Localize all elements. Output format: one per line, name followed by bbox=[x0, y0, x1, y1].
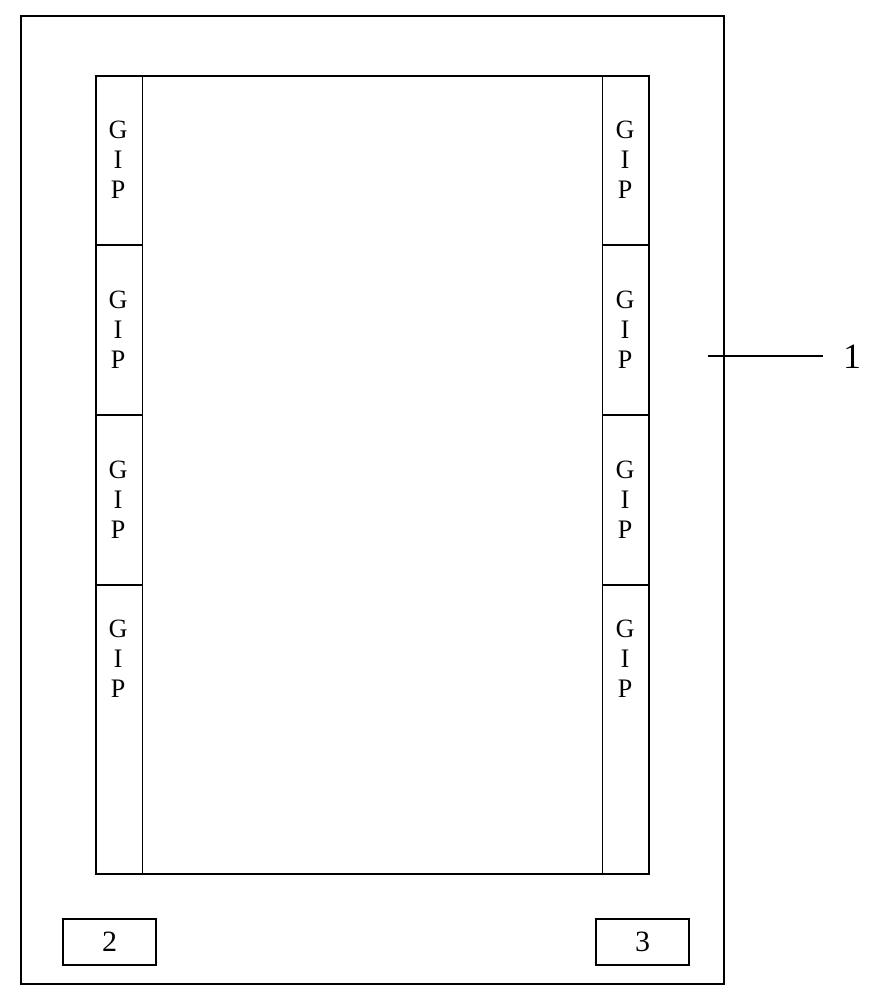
gip-char: P bbox=[618, 175, 634, 205]
gip-cell: G I P bbox=[95, 585, 143, 875]
bottom-box-right: 3 bbox=[595, 918, 690, 966]
gip-char: P bbox=[111, 345, 127, 375]
gip-char: P bbox=[618, 674, 634, 704]
gip-char: G bbox=[109, 614, 130, 644]
gip-char: P bbox=[111, 175, 127, 205]
gip-char: G bbox=[616, 614, 637, 644]
gip-cell: G I P bbox=[95, 245, 143, 415]
gip-char: G bbox=[109, 455, 130, 485]
bottom-box-left: 2 bbox=[62, 918, 157, 966]
gip-char: G bbox=[616, 285, 637, 315]
gip-char: I bbox=[114, 485, 125, 515]
gip-char: P bbox=[111, 515, 127, 545]
gip-cell: G I P bbox=[602, 585, 650, 875]
gip-char: G bbox=[109, 115, 130, 145]
gip-char: G bbox=[616, 115, 637, 145]
gip-char: I bbox=[621, 485, 632, 515]
gip-column-left: G I P G I P G I P G I P bbox=[95, 75, 143, 875]
callout-leader-line bbox=[708, 355, 823, 357]
bottom-box-label: 3 bbox=[635, 925, 650, 959]
gip-char: I bbox=[114, 644, 125, 674]
gip-char: I bbox=[621, 315, 632, 345]
gip-char: P bbox=[111, 674, 127, 704]
gip-char: G bbox=[109, 285, 130, 315]
gip-char: G bbox=[616, 455, 637, 485]
gip-cell: G I P bbox=[95, 75, 143, 245]
gip-char: P bbox=[618, 515, 634, 545]
gip-column-right: G I P G I P G I P G I P bbox=[602, 75, 650, 875]
gip-char: P bbox=[618, 345, 634, 375]
gip-cell: G I P bbox=[602, 245, 650, 415]
gip-char: I bbox=[114, 315, 125, 345]
gip-cell: G I P bbox=[95, 415, 143, 585]
inner-frame bbox=[95, 75, 650, 875]
bottom-box-label: 2 bbox=[102, 925, 117, 959]
callout-label: 1 bbox=[843, 335, 861, 377]
gip-cell: G I P bbox=[602, 75, 650, 245]
gip-char: I bbox=[621, 644, 632, 674]
gip-char: I bbox=[621, 145, 632, 175]
gip-cell: G I P bbox=[602, 415, 650, 585]
gip-char: I bbox=[114, 145, 125, 175]
